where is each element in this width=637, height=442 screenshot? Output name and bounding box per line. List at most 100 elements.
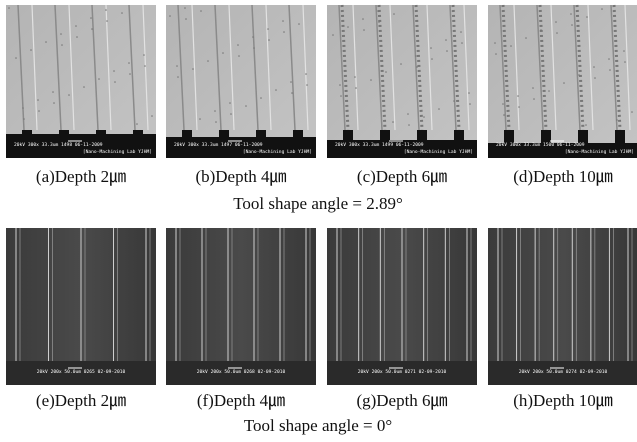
speck [540,29,542,31]
sem-image: 20kV 200x 50.0um 0265 02-09-2010 [6,228,156,385]
speck [207,60,209,62]
panel-caption: (d)Depth 10㎛ [513,167,613,187]
info-text: 20kV 200x 50.0um 0265 02-09-2010 [37,369,126,375]
groove-foot [59,130,69,134]
groove-edge [550,4,557,131]
speck [355,87,357,89]
speck [608,58,610,60]
speck [585,124,587,126]
speck [453,100,455,102]
groove-edge [17,4,25,131]
speck [199,118,201,120]
speck [230,113,232,115]
info-bar [327,361,477,385]
speck [38,110,40,112]
speck [623,50,625,52]
speck [400,63,402,65]
sem-image: 20kV 200x 50.0um 0268 02-09-2010 [166,228,316,385]
speck [423,116,425,118]
speck [30,49,32,51]
groove-foot [293,130,303,137]
speck [593,66,595,68]
groove-edge [338,4,346,131]
speck [370,79,372,81]
groove-edge [352,4,359,131]
speck [222,52,224,54]
speck [91,28,93,30]
speck [184,7,186,9]
panel-caption: (h)Depth 10㎛ [513,391,613,411]
speck [23,118,25,120]
groove-burr [340,4,350,131]
groove-burr [377,4,387,131]
groove-edge [91,4,99,131]
speck [200,10,202,12]
groove-edge [499,4,507,131]
speck [556,32,558,34]
lab-text: [Nano-Machining Lab YJHM] [83,149,152,155]
speck [494,42,496,44]
groove-edge [449,4,457,131]
speck [238,55,240,57]
groove-edge [142,4,149,131]
speck [192,68,194,70]
groove-foot [578,130,588,143]
speck [267,28,269,30]
speck [290,81,292,83]
info-text: 20kV 300x 33.3um 1498 06-11-2009 [14,142,103,148]
speck [378,21,380,23]
groove-edge [31,4,38,131]
speck [305,73,307,75]
groove-foot [96,130,106,134]
groove-edge [426,4,433,131]
panel-caption: (c)Depth 6㎛ [357,167,447,187]
speck [282,20,284,22]
groove-edge [573,4,581,131]
speck [503,114,505,116]
speck [609,69,611,71]
image-bg [488,228,637,385]
groove-foot [182,130,192,137]
speck [169,15,171,17]
speck [83,86,85,88]
speck [113,70,115,72]
info-text: 20kV 200x 50.0um 0271 02-09-2010 [358,369,447,375]
groove-edge [624,4,631,131]
speck [214,110,216,112]
groove-edge [302,4,309,131]
speck [525,37,527,39]
groove-edge [265,4,272,131]
groove-burr [612,4,622,131]
speck [45,41,47,43]
speck [291,92,293,94]
speck [446,50,448,52]
groove-edge [251,4,259,131]
speck [260,97,262,99]
speck [61,44,63,46]
speck [215,121,217,123]
speck [415,55,417,57]
info-text: 20kV 300x 33.3um 1499 06-11-2009 [335,142,424,148]
groove-edge [128,4,136,131]
speck [347,26,349,28]
groove-foot [615,130,625,143]
speck [571,24,573,26]
speck [129,73,131,75]
groove-edge [105,4,112,131]
speck [362,18,364,20]
speck [75,25,77,27]
lab-text: [Nano-Machining Lab YJHM] [243,149,312,155]
groove-edge [513,4,520,131]
info-bar [166,137,316,158]
speck [151,115,153,117]
groove-edge [375,4,383,131]
info-bar [166,361,316,385]
speck [53,102,55,104]
speck [177,76,179,78]
groove-foot [133,130,143,134]
speck [339,84,341,86]
group-label: Tool shape angle = 2.89° [233,194,403,213]
panel-caption: (b)Depth 4㎛ [195,167,286,187]
groove-edge [610,4,618,131]
speck [363,29,365,31]
